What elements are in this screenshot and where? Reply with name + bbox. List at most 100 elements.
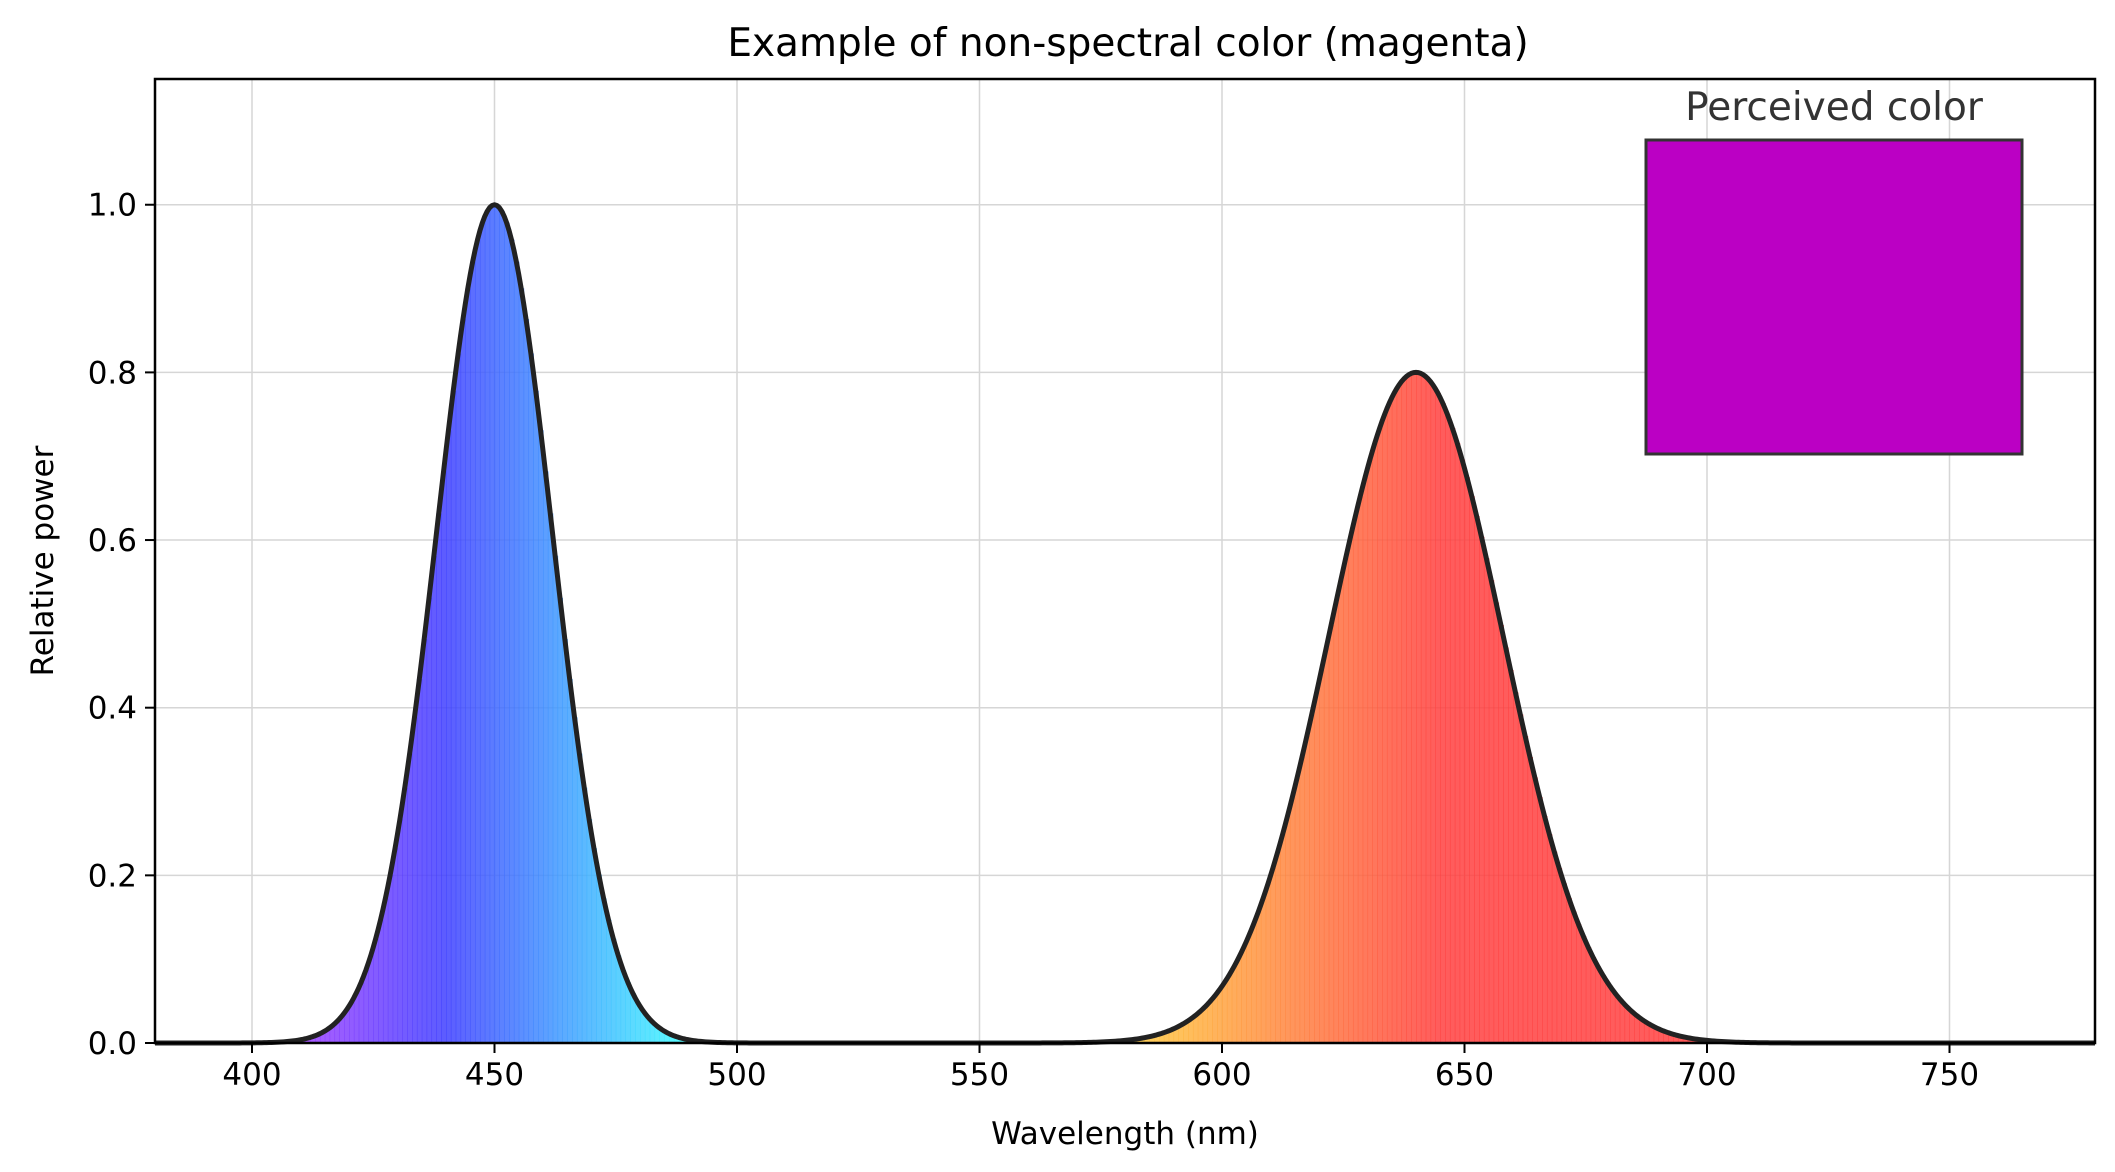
spectral-band: [344, 1009, 350, 1043]
spectral-band: [363, 969, 369, 1043]
spectral-band: [1503, 647, 1509, 1043]
spectral-band: [1464, 477, 1470, 1044]
spectral-band: [586, 819, 593, 1043]
spectral-band: [1653, 1027, 1660, 1043]
spectral-band: [484, 211, 491, 1044]
spectral-band: [378, 919, 384, 1043]
spectral-band: [1440, 402, 1446, 1043]
x-tick-label: 750: [1920, 1057, 1979, 1093]
spectral-band: [1396, 384, 1403, 1044]
spectral-band: [1386, 402, 1393, 1043]
spectral-band: [644, 1016, 651, 1043]
spectral-band: [1226, 974, 1233, 1043]
spectral-band: [1197, 1011, 1204, 1043]
spectral-band: [664, 1032, 670, 1043]
spectral-band: [547, 513, 554, 1043]
spectral-band: [1517, 714, 1524, 1043]
y-tick-label: 0.2: [88, 858, 137, 894]
spectral-band: [1546, 834, 1553, 1043]
spectral-band: [1454, 443, 1461, 1044]
spectral-band: [1648, 1025, 1655, 1043]
y-tick-label: 0.8: [88, 355, 137, 391]
spectral-band: [610, 938, 617, 1043]
spectral-band: [1639, 1019, 1645, 1043]
spectral-band: [455, 353, 462, 1043]
spectral-band: [1149, 1036, 1155, 1043]
spectral-band: [1619, 1001, 1626, 1043]
spectral-band: [552, 555, 559, 1043]
spectral-band: [324, 1029, 331, 1043]
spectral-band: [572, 717, 578, 1043]
spectral-band: [475, 239, 481, 1043]
spectral-band: [334, 1021, 340, 1043]
spectral-band: [1294, 777, 1301, 1043]
spectral-band: [310, 1036, 316, 1043]
spectral-band: [1367, 459, 1373, 1044]
spectral-band: [1328, 624, 1335, 1043]
x-tick-label: 600: [1192, 1057, 1251, 1093]
spectral-band: [1682, 1037, 1689, 1043]
spectral-band: [1629, 1011, 1635, 1043]
spectral-band: [319, 1032, 326, 1043]
spectral-band: [533, 390, 539, 1043]
spectral-band: [382, 898, 389, 1043]
spectral-band: [1571, 911, 1577, 1043]
spectral-band: [436, 513, 442, 1043]
spectral-band: [1285, 816, 1291, 1043]
spectral-band: [1362, 477, 1369, 1044]
spectral-band: [567, 679, 573, 1043]
spectral-band: [1595, 966, 1601, 1043]
y-axis-label: Relative power: [25, 445, 61, 676]
spectral-band: [1309, 714, 1315, 1043]
spectral-band: [1668, 1033, 1674, 1043]
spectral-band: [1537, 797, 1543, 1043]
x-tick-label: 650: [1435, 1057, 1494, 1093]
spectral-band: [1222, 982, 1228, 1043]
spectral-band: [1202, 1006, 1209, 1043]
perceived-color-swatch: [1644, 138, 2024, 456]
spectral-band: [518, 288, 525, 1043]
spectral-band: [1275, 851, 1281, 1043]
spectral-band: [460, 319, 466, 1044]
spectral-band: [1391, 393, 1398, 1043]
spectral-band: [1585, 947, 1592, 1043]
spectral-band: [654, 1025, 660, 1043]
spectral-band: [1372, 443, 1378, 1044]
spectral-band: [640, 1009, 646, 1043]
spectral-band: [1289, 797, 1296, 1043]
chart-title: Example of non-spectral color (magenta): [727, 21, 1528, 66]
spectral-band: [1435, 393, 1441, 1043]
spectral-band: [557, 597, 563, 1043]
spectral-band: [1561, 883, 1567, 1043]
spectral-band: [1192, 1015, 1199, 1043]
x-tick-label: 400: [222, 1057, 281, 1093]
spectral-band: [1338, 580, 1344, 1043]
spectral-band: [625, 982, 631, 1043]
spectral-band: [630, 993, 636, 1043]
spectral-band: [412, 717, 418, 1043]
spectral-band: [397, 819, 403, 1043]
spectral-band: [1673, 1034, 1679, 1043]
spectral-band: [358, 982, 365, 1043]
spectral-band: [1493, 602, 1500, 1043]
spectral-band: [1207, 1001, 1213, 1043]
spectral-band: [1163, 1031, 1170, 1043]
spectral-band: [1474, 516, 1480, 1043]
spectral-band: [1183, 1022, 1189, 1043]
spectral-band: [1551, 851, 1558, 1043]
spectral-band: [1154, 1034, 1160, 1043]
spectral-band: [1260, 897, 1267, 1043]
spectral-band: [576, 753, 583, 1043]
spectral-band: [1663, 1031, 1669, 1043]
spectral-band: [1488, 580, 1495, 1043]
plot-frame: [153, 77, 2097, 1045]
x-tick-label: 450: [465, 1057, 524, 1093]
spectral-band: [669, 1034, 675, 1043]
spectral-band: [581, 787, 588, 1043]
spectral-band: [513, 261, 520, 1043]
spectral-band: [1270, 867, 1276, 1043]
spectral-band: [1513, 692, 1519, 1043]
spectral-band: [1522, 735, 1529, 1043]
spectral-fill: [290, 205, 1708, 1044]
